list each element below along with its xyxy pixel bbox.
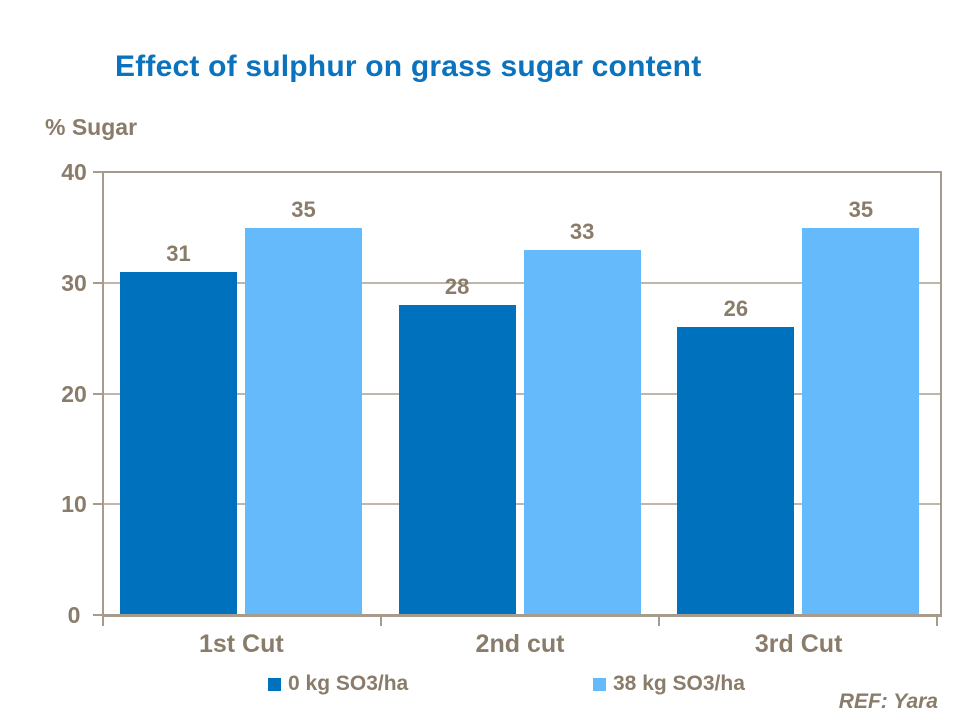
bar-value-label: 26 bbox=[723, 296, 749, 322]
legend-label: 0 kg SO3/ha bbox=[288, 672, 409, 695]
x-axis-category-label: 2nd cut bbox=[475, 630, 565, 658]
y-axis-tick bbox=[93, 503, 102, 506]
y-axis-tick bbox=[93, 614, 102, 616]
legend-item-38kg: 38 kg SO3/ha bbox=[593, 672, 745, 696]
y-axis-tick-label: 40 bbox=[61, 159, 87, 185]
bar-value-label: 35 bbox=[291, 197, 316, 223]
bar-0-kg-so3-ha-2nd-cut bbox=[398, 305, 516, 614]
bar-value-label: 33 bbox=[569, 219, 595, 245]
bar-0-kg-so3-ha-3rd-cut bbox=[677, 327, 795, 614]
gridline bbox=[104, 392, 940, 395]
legend: 0 kg SO3/ha 38 kg SO3/ha bbox=[0, 672, 960, 696]
y-axis-tick bbox=[93, 392, 102, 395]
y-axis-unit-label: % Sugar bbox=[45, 114, 138, 140]
bar-38-kg-so3-ha-3rd-cut bbox=[802, 228, 920, 614]
x-axis-tick bbox=[102, 617, 104, 626]
x-axis-tick bbox=[658, 617, 661, 626]
legend-swatch-light-blue bbox=[593, 677, 606, 691]
x-axis-category-label: 3rd Cut bbox=[754, 630, 843, 658]
y-axis-tick-label: 30 bbox=[61, 269, 87, 296]
legend-label: 38 kg SO3/ha bbox=[613, 672, 745, 695]
x-axis-tick bbox=[936, 617, 938, 626]
legend-swatch-dark-blue bbox=[268, 677, 281, 691]
bar-38-kg-so3-ha-1st-cut bbox=[245, 228, 362, 614]
x-axis-category-label: 1st Cut bbox=[198, 630, 284, 658]
y-axis-tick bbox=[93, 281, 102, 284]
y-axis-tick-label: 20 bbox=[61, 380, 87, 407]
bar-value-label: 28 bbox=[444, 274, 470, 300]
bar-0-kg-so3-ha-1st-cut bbox=[120, 272, 237, 614]
chart-title: Effect of sulphur on grass sugar content bbox=[115, 50, 702, 83]
bar-38-kg-so3-ha-2nd-cut bbox=[523, 250, 641, 614]
gridline bbox=[104, 282, 940, 285]
bar-value-label: 35 bbox=[848, 197, 874, 223]
y-axis-tick-label: 10 bbox=[61, 491, 87, 518]
plot-area: 31 35 28 33 26 35 bbox=[102, 171, 942, 617]
bar-value-label: 31 bbox=[166, 241, 191, 267]
legend-item-0kg: 0 kg SO3/ha bbox=[268, 672, 408, 696]
y-axis-tick-label: 0 bbox=[67, 602, 81, 628]
reference-label: REF: Yara bbox=[838, 690, 938, 713]
y-axis-tick bbox=[93, 171, 102, 173]
x-axis-tick bbox=[379, 617, 382, 626]
gridline bbox=[104, 502, 940, 505]
